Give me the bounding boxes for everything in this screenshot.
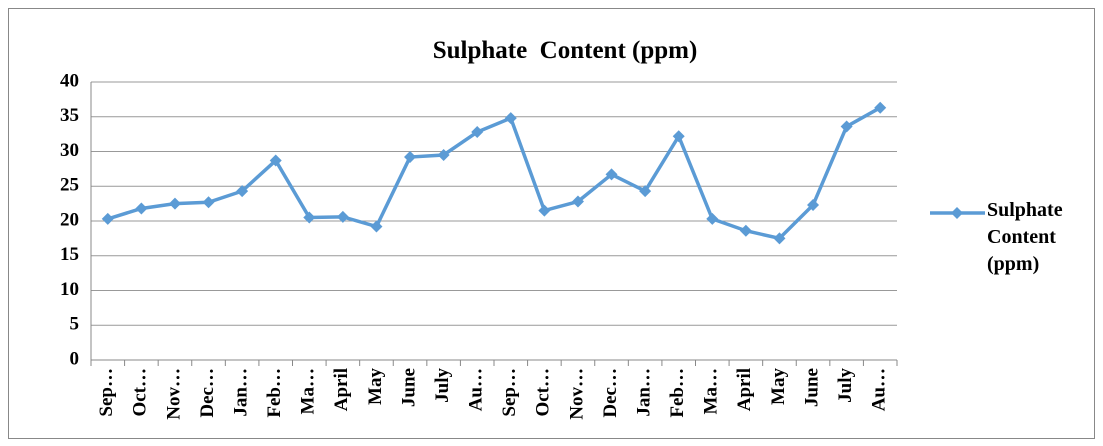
data-point (101, 212, 114, 225)
x-tick-label: June (801, 368, 822, 407)
x-tick-label: Ma… (298, 368, 319, 414)
data-point (168, 197, 181, 210)
data-point (706, 212, 719, 225)
data-point (370, 220, 383, 233)
x-tick-label: Dec… (197, 368, 218, 418)
data-point (303, 211, 316, 224)
y-tick-label: 35 (60, 105, 79, 126)
y-tick-label: 0 (70, 348, 80, 369)
chart-title: Sulphate Content (ppm) (433, 37, 698, 64)
data-point (504, 112, 517, 125)
x-tick-label: Nov… (566, 368, 587, 420)
y-tick-label: 10 (60, 279, 79, 300)
x-tick-label: Jan… (230, 368, 251, 417)
y-tick-label: 25 (60, 175, 79, 196)
data-point (739, 224, 752, 237)
x-tick-label: Ma… (701, 368, 722, 414)
data-point (840, 120, 853, 133)
data-point (471, 126, 484, 139)
x-tick-label: July (835, 368, 856, 403)
x-tick-label: Au… (466, 368, 487, 411)
x-tick-label: Feb… (264, 368, 285, 418)
legend-marker (951, 207, 963, 219)
x-tick-label: Oct… (533, 368, 554, 417)
data-point (773, 232, 786, 245)
y-tick-label: 30 (60, 140, 79, 161)
data-point (269, 154, 282, 167)
x-tick-label: April (331, 368, 352, 411)
x-tick-label: July (432, 368, 453, 403)
x-tick-label: April (734, 368, 755, 411)
x-tick-label: Au… (869, 368, 890, 411)
data-point (437, 148, 450, 161)
data-point (807, 199, 820, 212)
data-point (538, 204, 551, 217)
chart-frame (8, 8, 1095, 439)
data-point (202, 196, 215, 209)
data-point (874, 101, 887, 114)
x-tick-label: May (768, 368, 789, 405)
legend-label: Sulphate Content (ppm) (987, 199, 1063, 275)
x-tick-label: Feb… (667, 368, 688, 418)
x-tick-label: Oct… (130, 368, 151, 417)
x-tick-label: June (398, 368, 419, 407)
x-tick-label: Sep… (96, 368, 117, 417)
data-point (336, 210, 349, 223)
x-tick-label: Dec… (600, 368, 621, 418)
x-tick-label: Nov… (163, 368, 184, 420)
data-line (107, 106, 882, 241)
x-tick-label: May (365, 368, 386, 405)
y-tick-label: 40 (60, 70, 79, 91)
data-point (672, 130, 685, 143)
data-point (236, 185, 249, 198)
y-tick-label: 20 (60, 209, 79, 230)
y-tick-label: 15 (60, 244, 79, 265)
y-tick-label: 5 (70, 314, 80, 335)
data-point (404, 151, 417, 164)
data-point (605, 168, 618, 181)
data-point (571, 195, 584, 208)
x-tick-label: Jan… (633, 368, 654, 417)
x-tick-label: Sep… (499, 368, 520, 417)
data-point (135, 202, 148, 215)
data-point (639, 185, 652, 198)
